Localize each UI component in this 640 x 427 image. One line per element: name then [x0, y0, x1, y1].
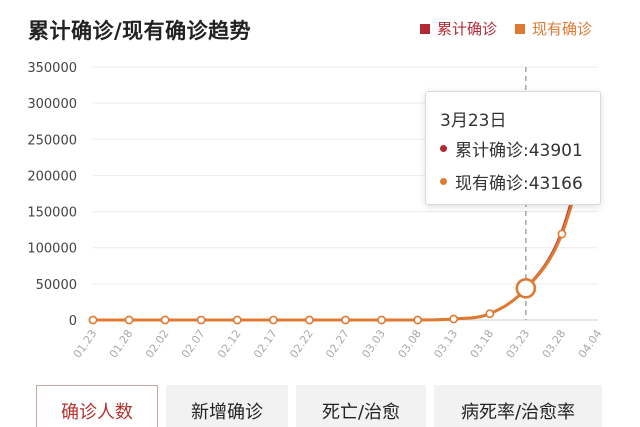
y-tick-label: 200000: [27, 169, 77, 184]
y-tick-label: 150000: [27, 206, 77, 221]
data-point: [557, 229, 567, 239]
x-tick-label: 02.27: [323, 327, 352, 360]
y-tick-label: 100000: [27, 242, 77, 257]
legend-swatch-current: [514, 23, 525, 34]
tooltip-value-current: 现有确诊:43166: [455, 174, 583, 194]
x-tick-label: 02.07: [179, 327, 208, 360]
data-point: [377, 315, 386, 325]
data-point: [485, 309, 495, 319]
y-tick-label: 50000: [36, 278, 77, 293]
tab-confirmed-count[interactable]: 确诊人数: [36, 385, 158, 427]
highlight-point: [515, 277, 537, 299]
data-point: [413, 315, 423, 325]
data-point: [305, 315, 314, 325]
legend-item-cumulative[interactable]: 累计确诊: [419, 18, 497, 39]
chart-tooltip: 3月23日 累计确诊:43901 现有确诊:43166: [425, 91, 601, 205]
data-point: [268, 315, 278, 325]
data-point: [124, 315, 134, 325]
x-tick-label: 02.17: [251, 327, 280, 360]
tab-death-recovery[interactable]: 死亡/治愈: [296, 385, 426, 427]
data-point: [232, 315, 242, 325]
trend-chart[interactable]: 0 50000 100000 150000 200000 250000 300000 3500…: [0, 0, 640, 385]
tab-new-confirmed[interactable]: 新增确诊: [166, 385, 288, 427]
x-tick-label: 01.23: [71, 327, 100, 360]
tooltip-dot-cumulative: [440, 145, 447, 152]
legend-swatch-cumulative: [419, 23, 430, 34]
metric-tabs: 确诊人数 新增确诊 死亡/治愈 病死率/治愈率: [36, 385, 610, 427]
x-tick-label: 02.22: [287, 327, 316, 360]
x-tick-label: 04.04: [576, 327, 605, 360]
tooltip-dot-current: [440, 178, 447, 185]
y-tick-label: 300000: [27, 97, 77, 112]
y-tick-label: 0: [69, 314, 77, 329]
x-tick-label: 03.03: [359, 327, 388, 360]
tooltip-row-current: 现有确诊:43166: [440, 169, 583, 194]
legend: 累计确诊 现有确诊: [419, 18, 592, 39]
data-point: [88, 315, 98, 325]
x-tick-label: 03.23: [504, 327, 533, 360]
y-tick-label: 350000: [27, 61, 77, 76]
tooltip-value-cumulative: 累计确诊:43901: [455, 141, 583, 161]
y-tick-label: 250000: [27, 133, 77, 148]
x-tick-label: 03.08: [395, 327, 424, 360]
legend-label-current: 现有确诊: [531, 20, 592, 38]
data-point: [196, 315, 206, 325]
x-tick-label: 03.13: [431, 327, 460, 360]
x-tick-label: 02.02: [143, 327, 172, 360]
legend-item-current[interactable]: 现有确诊: [514, 18, 592, 39]
x-tick-label: 03.28: [540, 327, 569, 360]
chart-title: 累计确诊/现有确诊趋势: [28, 19, 252, 43]
data-point: [341, 315, 350, 325]
tooltip-date: 3月23日: [440, 111, 507, 131]
tab-fatality-recovery-rate[interactable]: 病死率/治愈率: [434, 385, 602, 427]
x-tick-label: 03.18: [468, 327, 497, 360]
data-point: [449, 314, 459, 324]
legend-label-cumulative: 累计确诊: [436, 20, 497, 38]
tooltip-row-cumulative: 累计确诊:43901: [440, 136, 583, 161]
x-tick-label: 02.12: [215, 327, 244, 360]
data-point: [160, 315, 170, 325]
x-tick-label: 01.28: [107, 327, 136, 360]
